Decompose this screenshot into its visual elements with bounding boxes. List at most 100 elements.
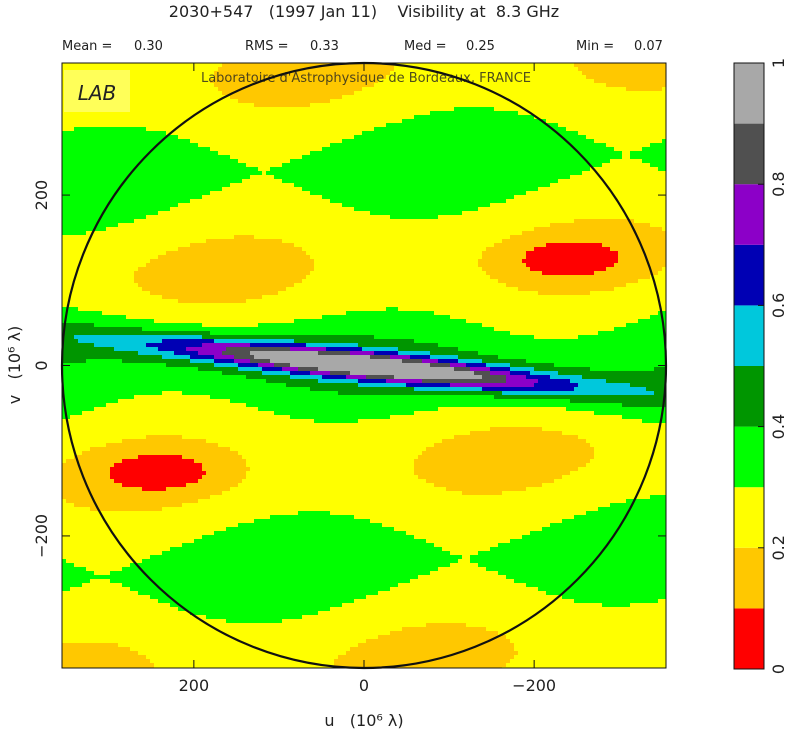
heatmap-cell <box>530 123 535 128</box>
heatmap-cell <box>214 171 219 176</box>
heatmap-cell <box>282 175 287 180</box>
heatmap-cell <box>410 155 415 160</box>
heatmap-cell <box>626 143 631 148</box>
heatmap-cell <box>506 151 511 156</box>
heatmap-cell <box>146 119 151 124</box>
heatmap-cell <box>350 139 355 144</box>
heatmap-cell <box>254 167 259 172</box>
heatmap-cell <box>638 171 643 176</box>
heatmap-cell <box>498 123 503 128</box>
heatmap-cell <box>158 123 163 128</box>
heatmap-cell <box>610 123 615 128</box>
heatmap-cell <box>642 155 647 160</box>
heatmap-cell <box>254 191 259 196</box>
heatmap-cell <box>118 63 123 68</box>
heatmap-cell <box>258 107 263 112</box>
heatmap-cell <box>370 155 375 160</box>
heatmap-cell <box>622 71 627 76</box>
heatmap-cell <box>550 155 555 160</box>
heatmap-cell <box>182 131 187 136</box>
heatmap-cell <box>542 67 547 72</box>
heatmap-cell <box>634 139 639 144</box>
heatmap-cell <box>202 99 207 104</box>
heatmap-cell <box>274 171 279 176</box>
heatmap-cell <box>658 143 663 148</box>
heatmap-cell <box>414 179 419 184</box>
heatmap-cell <box>342 123 347 128</box>
heatmap-cell <box>210 151 215 156</box>
heatmap-cell <box>366 123 371 128</box>
heatmap-cell <box>526 127 531 132</box>
heatmap-cell <box>566 75 571 80</box>
heatmap-cell <box>250 179 255 184</box>
heatmap-cell <box>426 127 431 132</box>
heatmap-cell <box>654 119 659 124</box>
heatmap-cell <box>482 187 487 192</box>
heatmap-cell <box>222 99 227 104</box>
heatmap-cell <box>130 95 135 100</box>
heatmap-cell <box>166 63 171 68</box>
heatmap-cell <box>86 147 91 152</box>
heatmap-cell <box>490 187 495 192</box>
heatmap-cell <box>506 107 511 112</box>
heatmap-cell <box>510 115 515 120</box>
heatmap-cell <box>346 147 351 152</box>
heatmap-cell <box>598 143 603 148</box>
heatmap-cell <box>426 87 431 92</box>
heatmap-cell <box>554 71 559 76</box>
heatmap-cell <box>494 95 499 100</box>
heatmap-cell <box>274 183 279 188</box>
heatmap-cell <box>186 79 191 84</box>
heatmap-cell <box>150 75 155 80</box>
heatmap-cell <box>546 155 551 160</box>
heatmap-cell <box>366 119 371 124</box>
heatmap-cell <box>234 127 239 132</box>
heatmap-cell <box>390 183 395 188</box>
heatmap-cell <box>502 131 507 136</box>
heatmap-cell <box>158 175 163 180</box>
heatmap-cell <box>602 171 607 176</box>
heatmap-cell <box>222 87 227 92</box>
heatmap-cell <box>346 179 351 184</box>
heatmap-cell <box>354 139 359 144</box>
heatmap-cell <box>138 115 143 120</box>
heatmap-cell <box>466 179 471 184</box>
heatmap-cell <box>306 119 311 124</box>
heatmap-cell <box>598 87 603 92</box>
heatmap-cell <box>246 151 251 156</box>
stat-rms-label: RMS = <box>245 39 289 54</box>
heatmap-cell <box>122 159 127 164</box>
heatmap-cell <box>498 147 503 152</box>
heatmap-cell <box>350 155 355 160</box>
heatmap-cell <box>190 75 195 80</box>
heatmap-cell <box>298 63 303 68</box>
heatmap-cell <box>218 179 223 184</box>
heatmap-cell <box>650 63 655 68</box>
heatmap-cell <box>566 127 571 132</box>
heatmap-cell <box>474 131 479 136</box>
heatmap-cell <box>166 99 171 104</box>
heatmap-cell <box>462 167 467 172</box>
heatmap-cell <box>570 99 575 104</box>
heatmap-cell <box>334 175 339 180</box>
heatmap-cell <box>390 119 395 124</box>
heatmap-cell <box>314 87 319 92</box>
heatmap-cell <box>378 103 383 108</box>
heatmap-cell <box>306 115 311 120</box>
heatmap-cell <box>298 127 303 132</box>
heatmap-cell <box>218 139 223 144</box>
heatmap-cell <box>230 139 235 144</box>
heatmap-cell <box>426 163 431 168</box>
heatmap-cell <box>166 119 171 124</box>
heatmap-cell <box>626 111 631 116</box>
heatmap-cell <box>210 187 215 192</box>
heatmap-cell <box>366 183 371 188</box>
heatmap-cell <box>130 115 135 120</box>
heatmap-cell <box>622 83 627 88</box>
heatmap-cell <box>74 119 79 124</box>
heatmap-cell <box>262 179 267 184</box>
heatmap-cell <box>514 135 519 140</box>
heatmap-cell <box>410 135 415 140</box>
heatmap-cell <box>66 143 71 148</box>
heatmap-cell <box>334 95 339 100</box>
